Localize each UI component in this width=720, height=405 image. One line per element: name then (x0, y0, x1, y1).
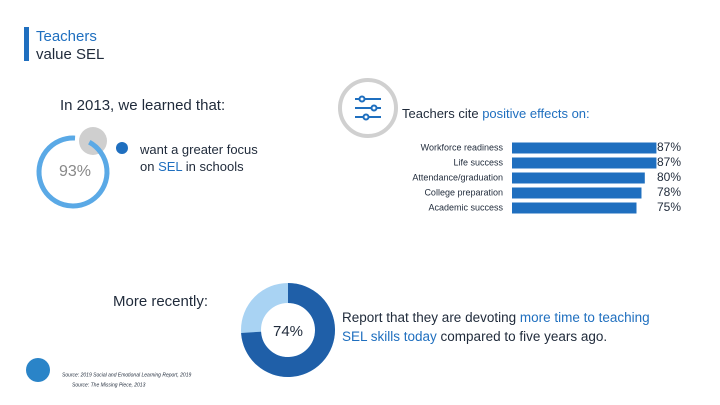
logo (26, 358, 50, 382)
value-label: 78% (657, 185, 681, 199)
text-segment: positive effects on: (482, 106, 589, 121)
text-segment: on (140, 159, 158, 174)
bar (512, 202, 637, 214)
donut-arc (241, 283, 335, 377)
bar (512, 142, 657, 154)
decor-dot (116, 142, 128, 154)
text-segment: in schools (182, 159, 244, 174)
rich-text: on SEL in schools (140, 159, 244, 174)
donut-hole (262, 304, 314, 356)
text-segment: Teachers cite (402, 106, 482, 121)
rich-text: Report that they are devoting more time … (342, 310, 650, 325)
text-segment: Report that they are devoting (342, 310, 520, 325)
title-line: value SEL (36, 46, 104, 63)
slider-icon (355, 95, 381, 121)
value-label: 80% (657, 170, 681, 184)
text-segment: more time to teaching (520, 310, 650, 325)
source: Source: 2019 Social and Emotional Learni… (62, 372, 191, 378)
rich-text: Teachers cite positive effects on: (402, 106, 590, 121)
text-segment: want a greater focus (139, 142, 258, 157)
donut-label: 74% (273, 323, 303, 340)
text-segment: SEL skills today (342, 329, 437, 344)
section-heading: In 2013, we learned that: (60, 97, 225, 114)
value-label: 87% (657, 140, 681, 154)
stat-label: 93% (59, 163, 91, 180)
bar-label: Attendance/graduation (412, 172, 503, 182)
bar (512, 187, 642, 199)
title-bar (24, 27, 29, 61)
section-heading: More recently: (113, 293, 208, 310)
text-segment: SEL (158, 159, 182, 174)
bar (512, 172, 645, 184)
rich-text: want a greater focus (139, 142, 258, 157)
icon-ring (338, 78, 398, 138)
bar-label: Workforce readiness (421, 142, 504, 152)
text-segment: compared to five years ago. (437, 329, 607, 344)
stat-ring (36, 135, 110, 209)
value-label: 87% (657, 155, 681, 169)
title-line: Teachers (36, 28, 97, 45)
decor-circle (79, 127, 107, 155)
bar (512, 157, 657, 169)
bar-label: Academic success (428, 202, 503, 212)
rich-text: SEL skills today compared to five years … (342, 329, 607, 344)
bar-label: Life success (453, 157, 503, 167)
bar-label: College preparation (424, 187, 503, 197)
value-label: 75% (657, 200, 681, 214)
source: Source: The Missing Piece, 2013 (72, 382, 146, 388)
